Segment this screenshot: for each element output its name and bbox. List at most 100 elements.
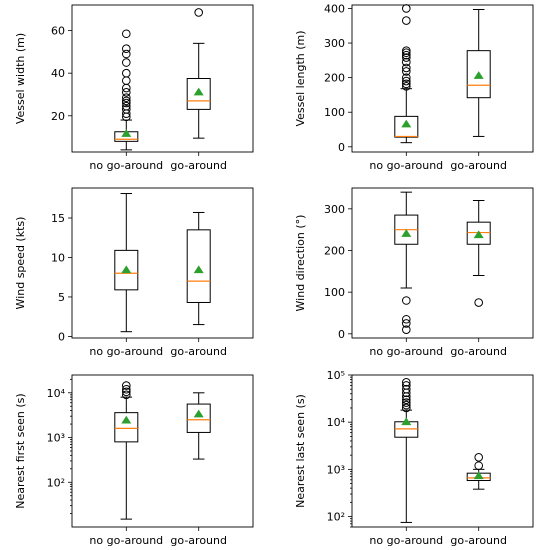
box-go-around (186, 211, 211, 326)
outlier-point (402, 4, 411, 13)
y-tick-label: 10³ (327, 463, 345, 476)
outlier-point (402, 53, 411, 62)
box-no-go-around (114, 193, 139, 333)
box-no-go-around (114, 29, 139, 151)
outlier-point (402, 79, 411, 89)
mean-marker (401, 119, 412, 128)
outlier-point (402, 296, 411, 305)
box-go-around (466, 8, 491, 137)
box-go-around (186, 8, 211, 139)
subplot-4: 0 100 200 300 Wind direction (°) no go-around… (294, 187, 534, 358)
axes-frame (71, 4, 254, 153)
outlier-point (122, 58, 131, 67)
x-tick-label: go-around (450, 345, 507, 358)
outlier-point (402, 381, 411, 390)
outlier-point (402, 81, 411, 91)
y-tick-label: 0 (58, 330, 65, 343)
subplot-2: 0 100 200 300 400 Vessel length (m) no go-arou… (294, 2, 534, 172)
y-tick-label: 40 (51, 67, 65, 80)
x-tick-label: go-around (170, 345, 227, 358)
y-axis-title: Wind speed (kts) (14, 217, 27, 310)
y-axis-title: Vessel width (m) (14, 33, 27, 124)
outlier-point (402, 46, 411, 55)
iqr-box (394, 115, 419, 138)
outlier-point (402, 398, 411, 407)
mean-marker (401, 417, 412, 426)
outlier-point (402, 314, 411, 324)
outlier-point (402, 319, 411, 328)
axes-frame (351, 187, 534, 339)
y-tick-label: 0 (338, 141, 345, 154)
iqr-box (186, 229, 211, 303)
outlier-point (402, 395, 411, 404)
outlier-point (474, 298, 484, 307)
x-tick-label: go-around (450, 534, 507, 547)
x-tick-label: no go-around (369, 345, 443, 358)
y-tick-label: 60 (51, 25, 65, 38)
y-tick-label: 10⁴ (327, 416, 346, 429)
y-tick-label: 100 (324, 286, 345, 299)
mean-marker (473, 471, 484, 480)
outlier-point (402, 63, 411, 73)
y-tick-label: 10² (47, 476, 65, 489)
iqr-box (114, 249, 139, 291)
mean-marker (193, 409, 204, 418)
outlier-point (402, 57, 411, 67)
y-tick-label: 5 (58, 291, 65, 304)
y-axis-title: Vessel length (m) (294, 30, 307, 126)
y-tick-label: 10² (327, 511, 345, 524)
y-tick-label: 200 (324, 245, 345, 258)
mean-marker (193, 265, 204, 274)
y-axis-title: Nearest first seen (s) (14, 393, 27, 508)
box-go-around (466, 200, 491, 307)
y-tick-label: 100 (324, 106, 345, 119)
y-tick-label: 10³ (47, 432, 65, 445)
outlier-point (122, 49, 131, 59)
y-tick-label: 10 (51, 251, 65, 264)
x-tick-label: no go-around (369, 534, 443, 547)
outlier-point (122, 44, 131, 53)
outlier-point (474, 453, 484, 462)
mean-marker (473, 230, 484, 239)
y-tick-label: 300 (324, 203, 345, 216)
x-tick-label: no go-around (369, 159, 443, 172)
outlier-point (194, 8, 203, 17)
outlier-point (122, 98, 131, 108)
outlier-point (474, 461, 484, 470)
y-axis-title: Wind direction (°) (294, 215, 307, 312)
axes-frame (71, 187, 254, 339)
mean-marker (121, 129, 132, 137)
outlier-point (122, 101, 131, 111)
iqr-box (186, 78, 211, 110)
outlier-point (402, 400, 411, 410)
axes-frame (351, 374, 534, 528)
mean-marker (473, 71, 484, 79)
outlier-point (122, 390, 131, 400)
outlier-point (122, 88, 131, 97)
outlier-point (402, 67, 411, 76)
box-no-go-around (394, 4, 419, 144)
subplot-1: 20 40 60 Vessel width (m) no go-around go-aro… (14, 4, 254, 172)
x-tick-label: no go-around (89, 534, 163, 547)
outlier-point (122, 68, 131, 78)
outlier-point (122, 29, 131, 39)
outlier-point (402, 403, 411, 413)
outlier-point (122, 76, 131, 85)
x-tick-label: no go-around (89, 159, 163, 172)
box-go-around (186, 392, 211, 460)
iqr-box (186, 403, 211, 433)
mean-marker (121, 265, 132, 274)
iqr-box (466, 221, 491, 245)
outlier-point (122, 384, 131, 394)
x-tick-label: go-around (450, 159, 507, 172)
outlier-point (122, 93, 131, 102)
outlier-point (402, 76, 411, 86)
y-tick-label: 10⁵ (327, 369, 345, 382)
subplot-3: 0 5 10 15 Wind speed (kts) no go-around go-aro… (14, 187, 254, 358)
x-tick-label: go-around (170, 159, 227, 172)
subplot-6: 10² 10³ 10⁴ 10⁵ Nearest last seen (s) no go-a… (294, 369, 534, 547)
outlier-point (402, 48, 411, 58)
y-tick-label: 200 (324, 72, 345, 85)
y-tick-label: 300 (324, 37, 345, 50)
